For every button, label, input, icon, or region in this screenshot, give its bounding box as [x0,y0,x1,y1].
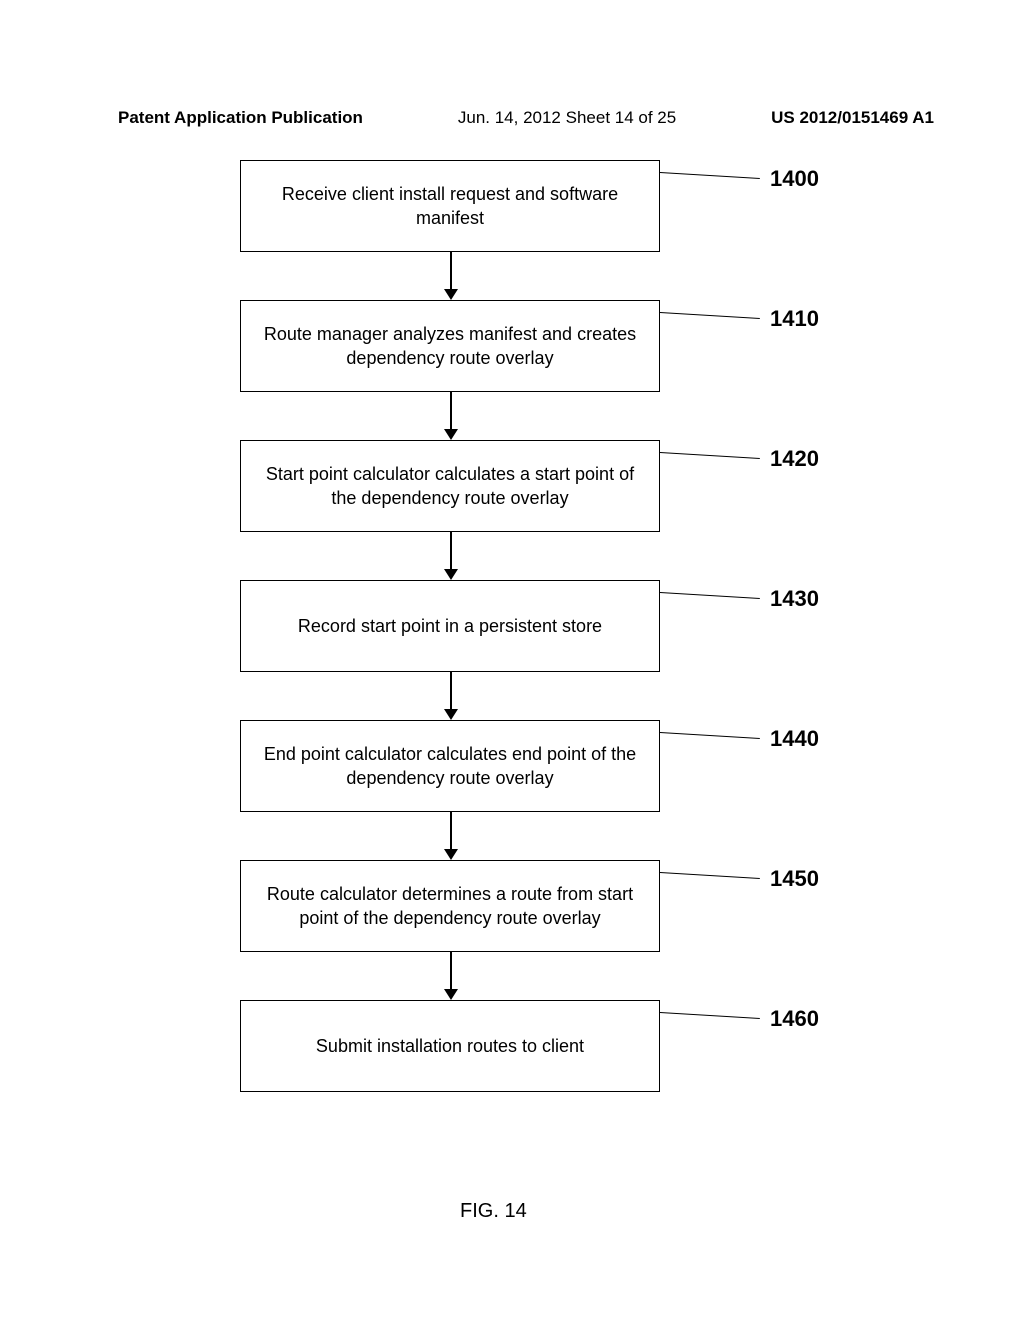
arrowhead-icon [444,289,458,300]
step-ref-label: 1410 [770,306,819,332]
header-publication: Patent Application Publication [118,108,363,128]
connector-line [450,672,452,709]
leader-line [660,452,760,459]
header-date-sheet: Jun. 14, 2012 Sheet 14 of 25 [458,108,676,128]
step-ref-label: 1420 [770,446,819,472]
header-patent-number: US 2012/0151469 A1 [771,108,934,128]
step-ref-label: 1460 [770,1006,819,1032]
arrowhead-icon [444,989,458,1000]
leader-line [660,312,760,319]
flow-step: End point calculator calculates end poin… [240,720,660,812]
leader-line [660,872,760,879]
flow-step: Record start point in a persistent store [240,580,660,672]
connector-line [450,392,452,429]
step-ref-label: 1400 [770,166,819,192]
connector-line [450,532,452,569]
page-header: Patent Application Publication Jun. 14, … [118,108,934,128]
connector-line [450,252,452,289]
arrowhead-icon [444,429,458,440]
connector-line [450,812,452,849]
step-ref-label: 1440 [770,726,819,752]
arrowhead-icon [444,569,458,580]
flow-step: Start point calculator calculates a star… [240,440,660,532]
leader-line [660,592,760,599]
flow-step: Receive client install request and softw… [240,160,660,252]
leader-line [660,1012,760,1019]
flow-step: Route calculator determines a route from… [240,860,660,952]
flow-step: Submit installation routes to client [240,1000,660,1092]
step-ref-label: 1450 [770,866,819,892]
leader-line [660,732,760,739]
arrowhead-icon [444,849,458,860]
step-ref-label: 1430 [770,586,819,612]
arrowhead-icon [444,709,458,720]
flow-step: Route manager analyzes manifest and crea… [240,300,660,392]
leader-line [660,172,760,179]
connector-line [450,952,452,989]
figure-caption: FIG. 14 [460,1200,527,1223]
